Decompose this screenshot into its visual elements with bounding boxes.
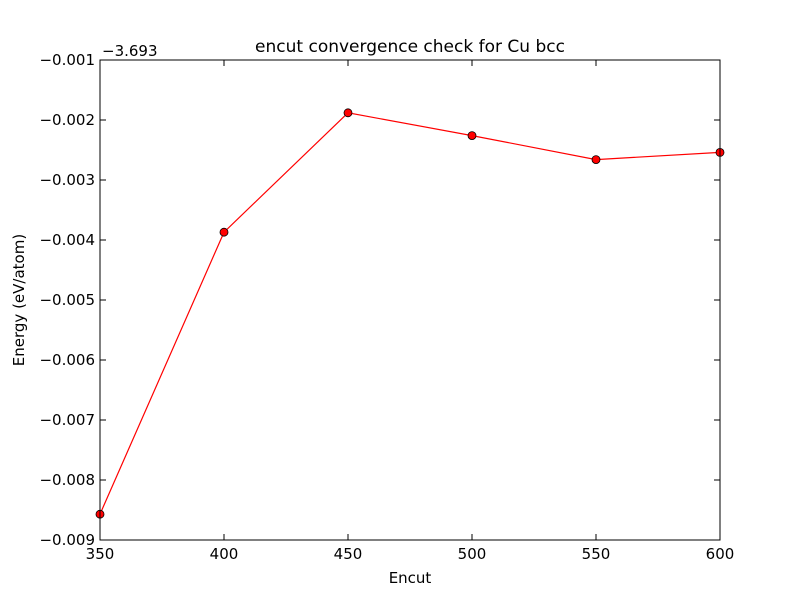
y-axis-label: Energy (eV/atom) bbox=[10, 234, 28, 366]
plot-frame bbox=[99, 59, 721, 541]
chart-title: encut convergence check for Cu bcc bbox=[255, 37, 565, 57]
y-tick-label: −0.004 bbox=[39, 231, 95, 249]
series-line bbox=[99, 112, 721, 515]
data-point bbox=[343, 108, 353, 118]
y-offset-label: −3.693 bbox=[102, 42, 158, 60]
y-tick-label: −0.006 bbox=[39, 351, 95, 369]
x-axis-label: Encut bbox=[389, 569, 432, 587]
x-tick-label: 400 bbox=[210, 545, 239, 563]
data-point bbox=[219, 227, 229, 237]
axis-ticks: 350 400 450 500 550 600 −0.009 −0.008 −0.007 −0.0… bbox=[39, 51, 734, 563]
data-point bbox=[467, 131, 477, 141]
x-tick-label: 500 bbox=[458, 545, 487, 563]
data-point bbox=[591, 155, 601, 165]
y-tick-label: −0.008 bbox=[39, 471, 95, 489]
x-tick-label: 600 bbox=[706, 545, 735, 563]
y-tick-label: −0.007 bbox=[39, 411, 95, 429]
y-tick-label: −0.009 bbox=[39, 531, 95, 549]
y-tick-label: −0.001 bbox=[39, 51, 95, 69]
y-tick-label: −0.002 bbox=[39, 111, 95, 129]
series-lines bbox=[99, 112, 721, 515]
y-tick-label: −0.003 bbox=[39, 171, 95, 189]
x-tick-label: 550 bbox=[582, 545, 611, 563]
x-tick-label: 350 bbox=[86, 545, 115, 563]
y-tick-label: −0.005 bbox=[39, 291, 95, 309]
x-tick-label: 450 bbox=[334, 545, 363, 563]
